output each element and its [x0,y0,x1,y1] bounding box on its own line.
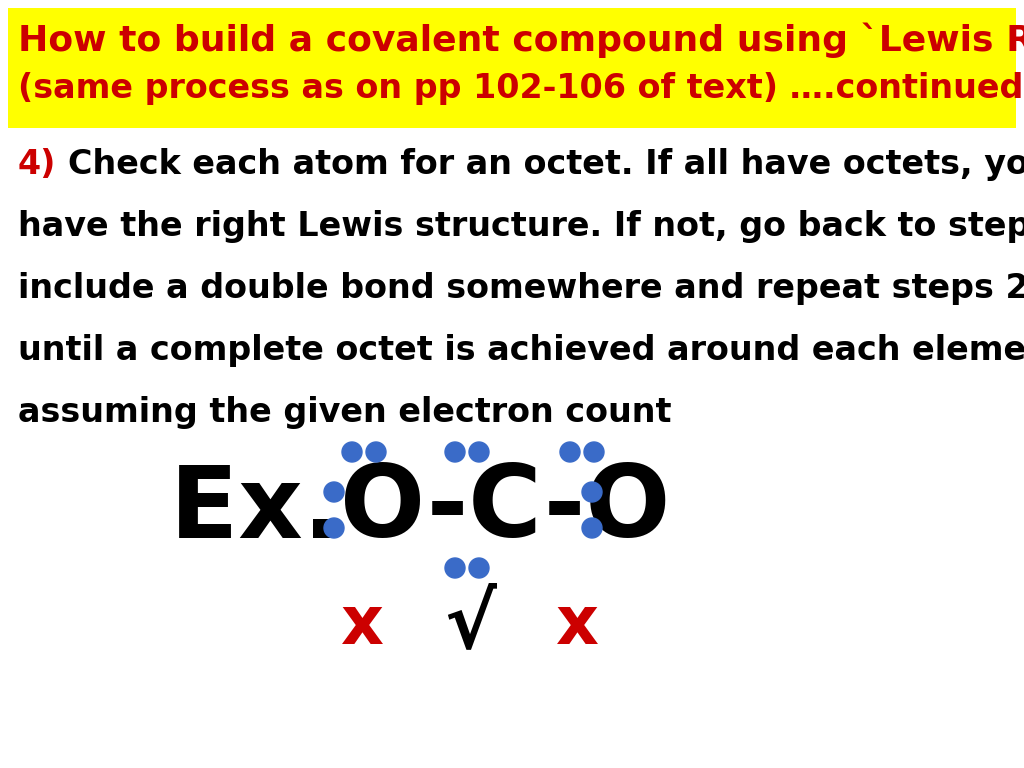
Text: assuming the given electron count: assuming the given electron count [18,396,672,429]
Text: Ex.: Ex. [170,462,376,558]
Circle shape [584,442,604,462]
Circle shape [469,558,489,578]
Text: x: x [341,592,384,658]
Text: 4): 4) [18,148,56,181]
Circle shape [469,442,489,462]
Circle shape [560,442,580,462]
Text: until a complete octet is achieved around each element: until a complete octet is achieved aroun… [18,334,1024,367]
Circle shape [445,558,465,578]
Circle shape [324,482,344,502]
FancyBboxPatch shape [8,8,1016,128]
Text: have the right Lewis structure. If not, go back to step 2,: have the right Lewis structure. If not, … [18,210,1024,243]
Text: (same process as on pp 102-106 of text) ….continued: (same process as on pp 102-106 of text) … [18,72,1023,105]
Text: How to build a covalent compound using `Lewis Rules’: How to build a covalent compound using `… [18,22,1024,58]
Circle shape [445,442,465,462]
Circle shape [366,442,386,462]
Text: include a double bond somewhere and repeat steps 2-4: include a double bond somewhere and repe… [18,272,1024,305]
Text: x: x [555,592,598,658]
Text: O-C-O: O-C-O [340,462,671,558]
Circle shape [324,518,344,538]
Circle shape [342,442,362,462]
Text: Check each atom for an octet. If all have octets, you: Check each atom for an octet. If all hav… [68,148,1024,181]
Text: √: √ [444,587,496,663]
Circle shape [582,482,602,502]
Circle shape [582,518,602,538]
